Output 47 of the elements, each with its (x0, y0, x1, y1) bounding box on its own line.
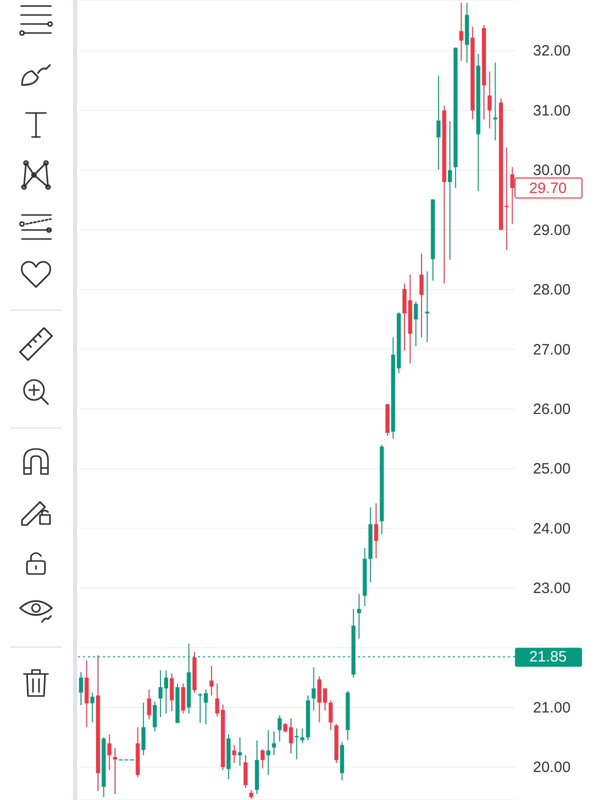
candlestick (436, 75, 441, 170)
candlestick (414, 300, 418, 347)
candlestick (425, 271, 430, 343)
y-tick-label: 24.00 (533, 520, 571, 538)
candlestick (300, 728, 304, 744)
candlestick (357, 594, 362, 640)
candlestick (147, 689, 152, 720)
candlestick (374, 502, 378, 559)
candlestick (448, 120, 452, 260)
y-tick-label: 26.00 (533, 400, 571, 418)
y-tick-label: 31.00 (533, 102, 571, 120)
y-tick-label: 30.00 (533, 162, 571, 180)
candlestick (90, 692, 94, 723)
candlestick (232, 744, 236, 764)
candlestick (266, 730, 270, 776)
candlestick (260, 748, 265, 769)
candlestick (238, 736, 242, 766)
candlestick (79, 672, 83, 706)
y-tick-label: 21.00 (533, 699, 571, 716)
candlestick (170, 672, 174, 712)
candlestick (141, 702, 146, 756)
candlestick (215, 683, 220, 717)
y-tick-label: 23.00 (533, 580, 571, 598)
candlestick (420, 253, 424, 338)
candlestick (312, 666, 316, 711)
y-tick-label: 28.00 (533, 282, 571, 299)
candlestick (328, 700, 333, 731)
candlestick (210, 665, 214, 696)
candlestick (272, 730, 276, 756)
text: 29.70 (529, 180, 567, 198)
candlestick (107, 734, 112, 771)
candlestick (244, 754, 248, 789)
candlestick (113, 748, 118, 795)
candlestick (459, 2, 464, 62)
y-tick-label: 25.00 (533, 460, 571, 478)
candlestick (204, 689, 208, 725)
candlestick (294, 728, 299, 760)
candlestick (181, 683, 186, 714)
candlestick (488, 71, 492, 129)
y-tick-label: 29.00 (533, 222, 571, 239)
y-tick-label: 32.00 (533, 42, 571, 60)
candlestick (152, 700, 157, 732)
candlestick (493, 62, 498, 141)
y-tick-label: 27.00 (533, 341, 571, 358)
ref-line-label: 21.85 (529, 648, 567, 666)
y-tick-label: 20.00 (533, 759, 571, 776)
candlestick (278, 714, 282, 742)
